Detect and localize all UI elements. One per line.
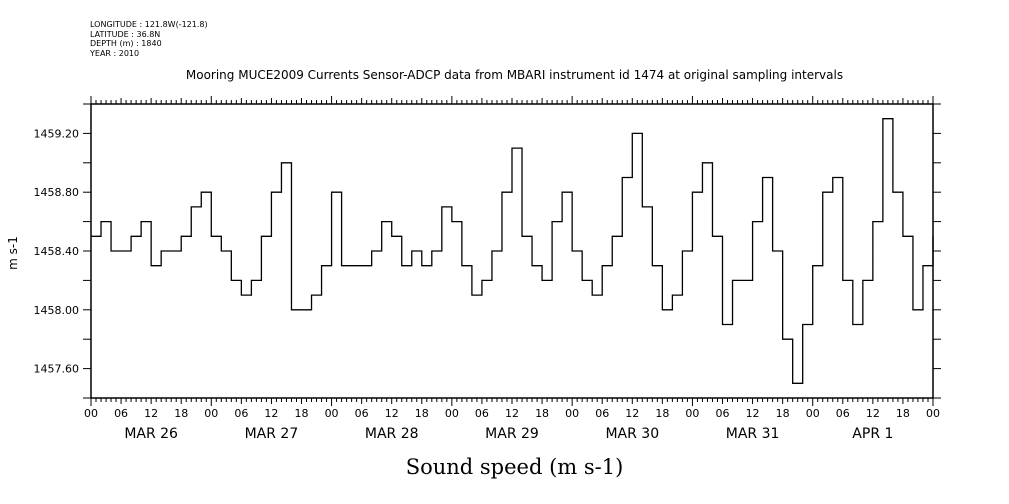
x-tick-label: 12 (625, 407, 639, 420)
x-tick-label: 06 (355, 407, 369, 420)
x-tick-label: 12 (866, 407, 880, 420)
x-tick-label: 18 (535, 407, 549, 420)
x-tick-label: 18 (655, 407, 669, 420)
x-tick-label: 00 (565, 407, 579, 420)
x-day-label: APR 1 (852, 426, 893, 442)
x-tick-label: 06 (716, 407, 730, 420)
x-tick-label: 12 (505, 407, 519, 420)
x-tick-label: 00 (445, 407, 459, 420)
x-day-label: MAR 27 (245, 426, 299, 442)
x-axis-label: Sound speed (m s-1) (405, 455, 624, 479)
x-day-label: MAR 30 (605, 426, 659, 442)
longitude-text: LONGITUDE : 121.8W(-121.8) (90, 20, 208, 29)
series-line-sound-speed (91, 118, 934, 384)
x-tick-label: 00 (325, 407, 339, 420)
x-tick-label: 12 (264, 407, 278, 420)
x-tick-label: 18 (174, 407, 188, 420)
x-tick-label: 06 (114, 407, 128, 420)
x-tick-label: 12 (385, 407, 399, 420)
y-tick-label: 1458.40 (34, 245, 80, 258)
x-tick-label: 00 (685, 407, 699, 420)
x-tick-label: 06 (475, 407, 489, 420)
metadata-block: LONGITUDE : 121.8W(-121.8) LATITUDE : 36… (90, 20, 208, 58)
y-axis-label: m s-1 (5, 236, 20, 270)
x-tick-label: 12 (144, 407, 158, 420)
x-tick-label: 06 (234, 407, 248, 420)
x-tick-label: 06 (595, 407, 609, 420)
latitude-text: LATITUDE : 36.8N (90, 29, 161, 39)
x-tick-label: 18 (295, 407, 309, 420)
x-tick-label: 00 (84, 407, 98, 420)
x-tick-label: 18 (415, 407, 429, 420)
year-text: YEAR : 2010 (90, 48, 140, 58)
y-tick-label: 1457.60 (34, 363, 80, 376)
x-tick-label: 00 (806, 407, 820, 420)
x-tick-label: 06 (836, 407, 850, 420)
chart-title: Mooring MUCE2009 Currents Sensor-ADCP da… (185, 68, 844, 82)
y-tick-label: 1458.00 (34, 304, 80, 317)
x-day-label: MAR 29 (485, 426, 539, 442)
y-tick-label: 1459.20 (34, 127, 80, 140)
x-tick-label: 12 (746, 407, 760, 420)
x-tick-label: 00 (204, 407, 218, 420)
x-tick-label: 18 (896, 407, 910, 420)
x-tick-label: 18 (776, 407, 790, 420)
x-tick-label: 00 (926, 407, 940, 420)
x-day-label: MAR 28 (365, 426, 419, 442)
x-day-label: MAR 26 (124, 426, 178, 442)
y-tick-label: 1458.80 (34, 186, 80, 199)
depth-text: DEPTH (m) : 1840 (90, 39, 162, 48)
x-day-label: MAR 31 (726, 426, 780, 442)
